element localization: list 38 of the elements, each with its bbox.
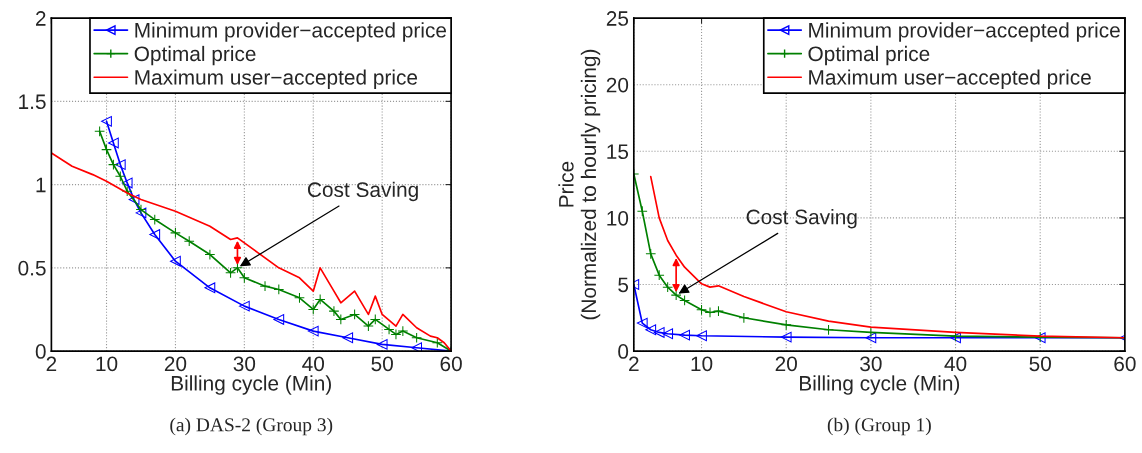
y-tick-label: 1.5 [19,94,46,110]
y-tick-label: 10 [607,210,629,226]
x-tick-label: 60 [1114,356,1136,372]
y-tick-label: 0 [35,344,46,359]
y-tick-label: 20 [606,77,629,93]
legend-label: Maximum user−accepted price [809,69,1091,89]
x-axis-title: Billing cycle (Min) [800,375,960,395]
x-axis-title: Billing cycle (Min) [171,375,331,395]
x-tick-label: 40 [302,356,325,372]
text: (a) DAS-2 (Group 3) [170,417,333,436]
y-tick-label: 0.5 [18,260,46,276]
x-tick-label: 2 [46,356,57,372]
x-tick-label: 20 [164,356,187,372]
x-tick-label: 50 [1029,356,1051,372]
x-tick-label: 2 [629,356,639,372]
x-tick-label: 30 [860,356,882,372]
legend-label: Maximum user−accepted price [135,69,418,89]
x-tick-label: 60 [440,356,462,372]
annotation: Cost Saving [307,181,418,202]
legend-label: Minimum provider−accepted price [135,22,447,42]
x-tick-label: 50 [371,356,393,372]
text: (b) (Group 1) [827,417,931,436]
annotation: Cost Saving [746,209,857,229]
x-tick-label: 30 [233,356,256,372]
y-tick-label: 5 [618,277,629,293]
y-tick-label: 2 [35,11,46,26]
x-tick-label: 40 [944,356,967,372]
legend-label: Optimal price [134,45,256,66]
legend-label: Optimal price [808,45,930,66]
y-axis-title: Price (Normalized to hourly pricing) [558,49,601,320]
legend-label: Minimum provider−accepted price [809,22,1120,42]
y-tick-label: 15 [607,144,629,160]
y-tick-label: 1 [36,177,46,193]
x-tick-label: 20 [775,356,797,372]
x-tick-label: 10 [691,356,713,372]
y-tick-label: 0 [618,344,629,359]
x-tick-label: 10 [96,356,118,372]
y-tick-label: 25 [606,11,629,26]
